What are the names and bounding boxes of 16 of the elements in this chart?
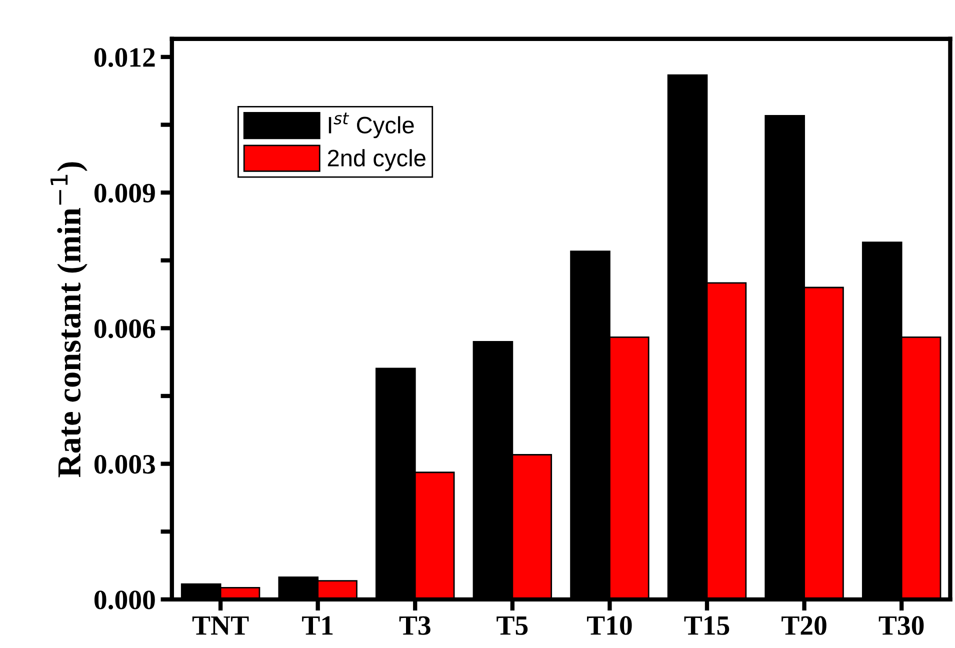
x-tick-label: TNT	[192, 616, 249, 635]
x-tick-label: T10	[586, 616, 632, 635]
x-tick-label: T5	[496, 616, 528, 635]
x-tick-label: T3	[399, 616, 430, 635]
y-tick-label: 0.003	[94, 454, 155, 474]
y-axis-title: Rate constant (min$^{−1}$)	[50, 162, 88, 478]
legend-label: 2nd cycle	[328, 149, 426, 172]
x-tick-label: T20	[782, 616, 826, 635]
y-tick-label: 0.000	[94, 590, 155, 610]
y-tick-label: 0.006	[94, 319, 156, 338]
y-tick-label: 0.009	[94, 184, 155, 203]
x-tick-label: T30	[878, 616, 924, 635]
legend-label: I$^{st}$ Cycle	[328, 112, 414, 138]
y-tick-label: 0.012	[94, 48, 155, 67]
x-tick-label: T15	[684, 616, 730, 635]
x-tick-label: T1	[302, 616, 333, 635]
